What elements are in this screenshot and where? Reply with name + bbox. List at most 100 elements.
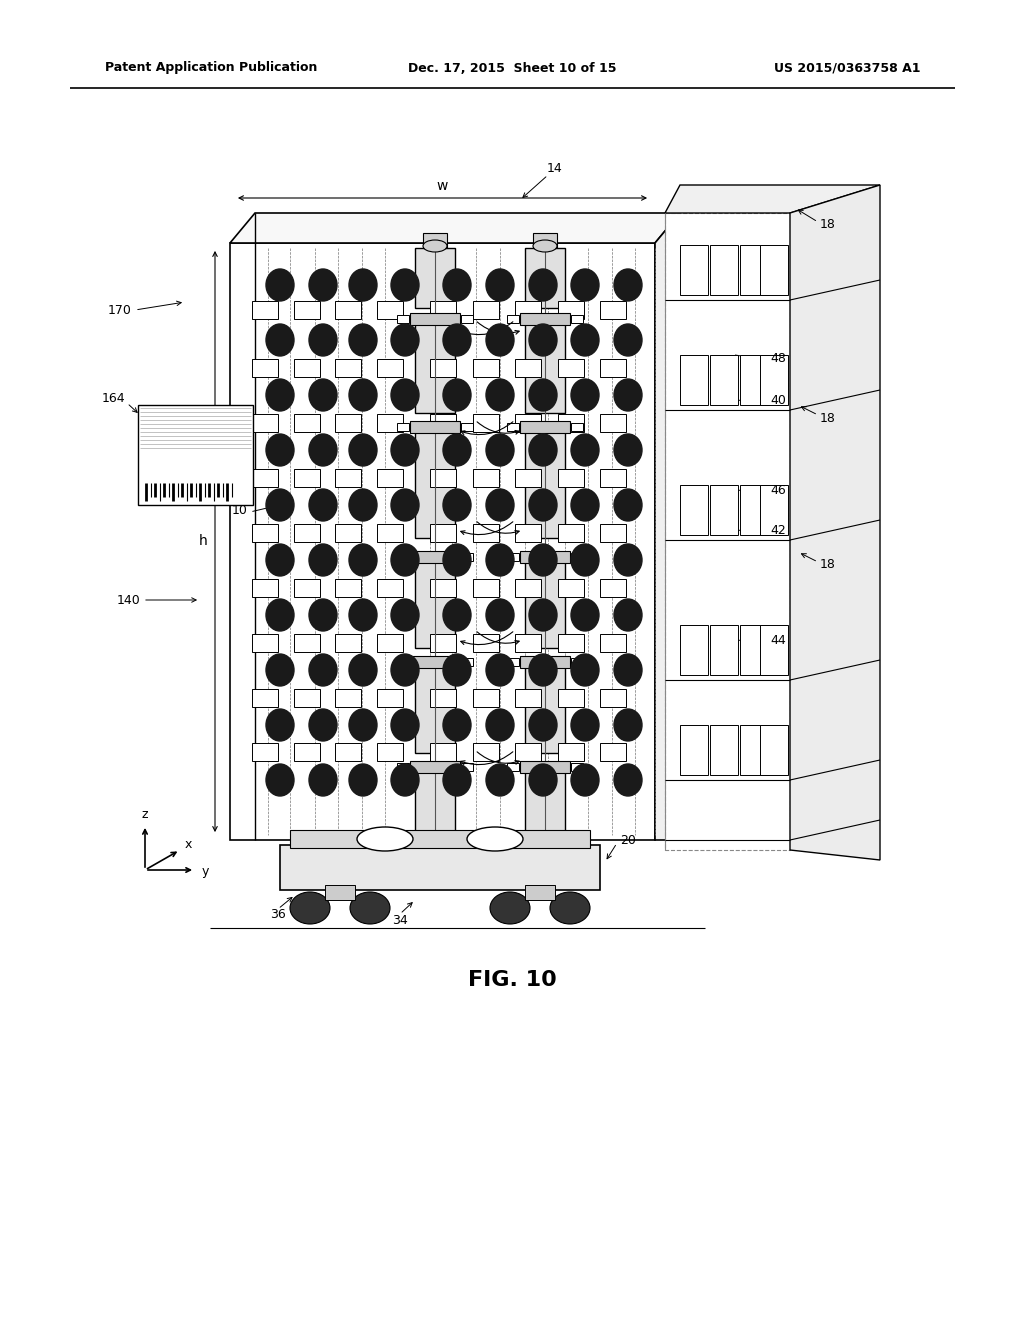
Bar <box>397 763 409 771</box>
Ellipse shape <box>614 764 642 796</box>
Bar <box>430 301 456 319</box>
Bar <box>335 359 361 378</box>
Ellipse shape <box>443 434 471 466</box>
Bar <box>335 689 361 708</box>
Ellipse shape <box>349 599 377 631</box>
Ellipse shape <box>391 434 419 466</box>
Bar <box>515 359 541 378</box>
Ellipse shape <box>266 764 294 796</box>
Text: SALE: SALE <box>183 412 207 421</box>
Bar <box>534 234 557 248</box>
Ellipse shape <box>349 488 377 521</box>
Polygon shape <box>230 213 680 243</box>
Bar <box>430 469 456 487</box>
Ellipse shape <box>349 379 377 411</box>
Bar <box>600 524 626 543</box>
Ellipse shape <box>350 892 390 924</box>
Bar <box>294 301 319 319</box>
Ellipse shape <box>550 892 590 924</box>
Bar <box>515 469 541 487</box>
Ellipse shape <box>443 323 471 356</box>
Bar <box>335 524 361 543</box>
Ellipse shape <box>266 269 294 301</box>
Ellipse shape <box>529 269 557 301</box>
Bar <box>415 763 455 836</box>
Text: z: z <box>141 808 148 821</box>
Bar <box>473 524 499 543</box>
Bar <box>680 484 708 535</box>
Ellipse shape <box>486 269 514 301</box>
Ellipse shape <box>443 269 471 301</box>
Text: 40: 40 <box>770 393 785 407</box>
Bar <box>252 743 278 762</box>
Bar <box>558 524 584 543</box>
Ellipse shape <box>391 488 419 521</box>
Bar <box>415 318 455 413</box>
Polygon shape <box>665 185 880 213</box>
Ellipse shape <box>309 434 337 466</box>
Ellipse shape <box>309 544 337 576</box>
Ellipse shape <box>266 544 294 576</box>
Ellipse shape <box>486 323 514 356</box>
Bar <box>377 359 403 378</box>
Bar <box>710 246 738 294</box>
Bar <box>760 725 788 775</box>
Ellipse shape <box>571 434 599 466</box>
Bar <box>520 421 570 433</box>
Bar <box>600 469 626 487</box>
Polygon shape <box>790 185 880 861</box>
Ellipse shape <box>529 653 557 686</box>
Ellipse shape <box>391 764 419 796</box>
Ellipse shape <box>529 379 557 411</box>
Ellipse shape <box>486 434 514 466</box>
Ellipse shape <box>614 599 642 631</box>
Bar <box>252 359 278 378</box>
Bar <box>558 469 584 487</box>
Bar <box>473 414 499 432</box>
Bar <box>415 553 455 648</box>
Text: 10: 10 <box>232 503 248 516</box>
Bar <box>710 355 738 405</box>
Bar <box>377 414 403 432</box>
Text: Product 5432987654321: Product 5432987654321 <box>165 426 225 432</box>
Ellipse shape <box>391 599 419 631</box>
Bar <box>558 414 584 432</box>
Ellipse shape <box>349 434 377 466</box>
Ellipse shape <box>349 323 377 356</box>
Bar <box>430 524 456 543</box>
Ellipse shape <box>571 488 599 521</box>
Text: h: h <box>199 535 208 548</box>
Bar <box>377 743 403 762</box>
Ellipse shape <box>529 709 557 741</box>
Bar <box>335 469 361 487</box>
Ellipse shape <box>614 709 642 741</box>
Bar <box>397 657 409 667</box>
Bar <box>558 579 584 597</box>
Text: $ 2.99: $ 2.99 <box>175 438 215 447</box>
Bar <box>294 524 319 543</box>
Bar <box>740 246 768 294</box>
Bar <box>294 689 319 708</box>
Text: US 2015/0363758 A1: US 2015/0363758 A1 <box>773 62 920 74</box>
Ellipse shape <box>529 599 557 631</box>
Ellipse shape <box>529 764 557 796</box>
Ellipse shape <box>571 269 599 301</box>
Bar <box>525 428 565 539</box>
Ellipse shape <box>443 599 471 631</box>
Bar <box>680 624 708 675</box>
Text: 36: 36 <box>270 908 286 921</box>
Bar <box>294 579 319 597</box>
Bar <box>558 301 584 319</box>
Bar <box>410 762 460 774</box>
Text: Patent Application Publication: Patent Application Publication <box>105 62 317 74</box>
Bar <box>515 634 541 652</box>
Bar <box>397 422 409 432</box>
Ellipse shape <box>309 323 337 356</box>
Bar <box>525 763 565 836</box>
Bar <box>520 656 570 668</box>
Bar <box>397 553 409 561</box>
Bar <box>571 422 583 432</box>
Bar <box>430 579 456 597</box>
Bar <box>515 524 541 543</box>
Ellipse shape <box>443 379 471 411</box>
